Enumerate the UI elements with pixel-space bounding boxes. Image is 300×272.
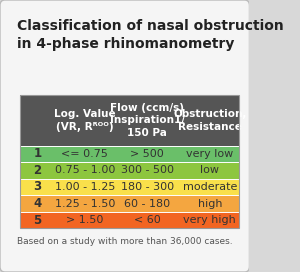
Text: low: low: [200, 165, 219, 175]
Text: > 1.50: > 1.50: [66, 215, 104, 225]
Text: high: high: [198, 199, 222, 209]
Bar: [20, 95, 239, 228]
Text: 2: 2: [34, 164, 42, 177]
Text: 1.25 - 1.50: 1.25 - 1.50: [55, 199, 115, 209]
Text: < 60: < 60: [134, 215, 161, 225]
Text: 60 - 180: 60 - 180: [124, 199, 170, 209]
Text: moderate: moderate: [183, 182, 237, 192]
Text: very low: very low: [186, 149, 233, 159]
Text: 1.00 - 1.25: 1.00 - 1.25: [55, 182, 115, 192]
Text: 300 - 500: 300 - 500: [121, 165, 174, 175]
Bar: [20, 212, 239, 228]
Text: Classification of nasal obstruction
in 4-phase rhinomanometry: Classification of nasal obstruction in 4…: [17, 19, 284, 51]
Text: Based on a study with more than 36,000 cases.: Based on a study with more than 36,000 c…: [17, 237, 233, 246]
Text: 180 - 300: 180 - 300: [121, 182, 174, 192]
Bar: [20, 179, 239, 195]
Text: 4: 4: [33, 197, 42, 210]
Text: 0.75 - 1.00: 0.75 - 1.00: [55, 165, 115, 175]
Text: 3: 3: [34, 181, 42, 193]
FancyBboxPatch shape: [0, 0, 250, 272]
Text: <= 0.75: <= 0.75: [61, 149, 108, 159]
Bar: [20, 195, 239, 212]
Bar: [20, 162, 239, 179]
Text: 1: 1: [34, 147, 42, 160]
Text: Log. Value
(VR, Rᴿᴼᴼ): Log. Value (VR, Rᴿᴼᴼ): [54, 109, 116, 132]
Bar: [20, 146, 239, 162]
Bar: [20, 95, 239, 146]
Text: > 500: > 500: [130, 149, 164, 159]
Text: Obstruction,
Resistance: Obstruction, Resistance: [173, 109, 247, 132]
Text: Flow (ccm/s)
Inspiration1/
150 Pa: Flow (ccm/s) Inspiration1/ 150 Pa: [110, 103, 185, 138]
Text: very high: very high: [184, 215, 236, 225]
Text: 5: 5: [33, 214, 42, 227]
